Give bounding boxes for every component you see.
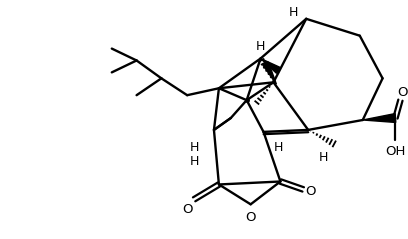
Text: H: H bbox=[288, 6, 298, 19]
Text: O: O bbox=[245, 211, 256, 224]
Text: OH: OH bbox=[385, 145, 406, 158]
Polygon shape bbox=[263, 62, 277, 84]
Text: H: H bbox=[189, 141, 199, 154]
Text: O: O bbox=[182, 203, 193, 216]
Text: O: O bbox=[305, 185, 315, 198]
Text: H: H bbox=[189, 155, 199, 168]
Polygon shape bbox=[261, 59, 280, 73]
Text: O: O bbox=[397, 86, 408, 99]
Text: H: H bbox=[274, 141, 283, 154]
Polygon shape bbox=[363, 114, 396, 122]
Text: H: H bbox=[256, 40, 265, 53]
Text: H: H bbox=[318, 151, 328, 164]
